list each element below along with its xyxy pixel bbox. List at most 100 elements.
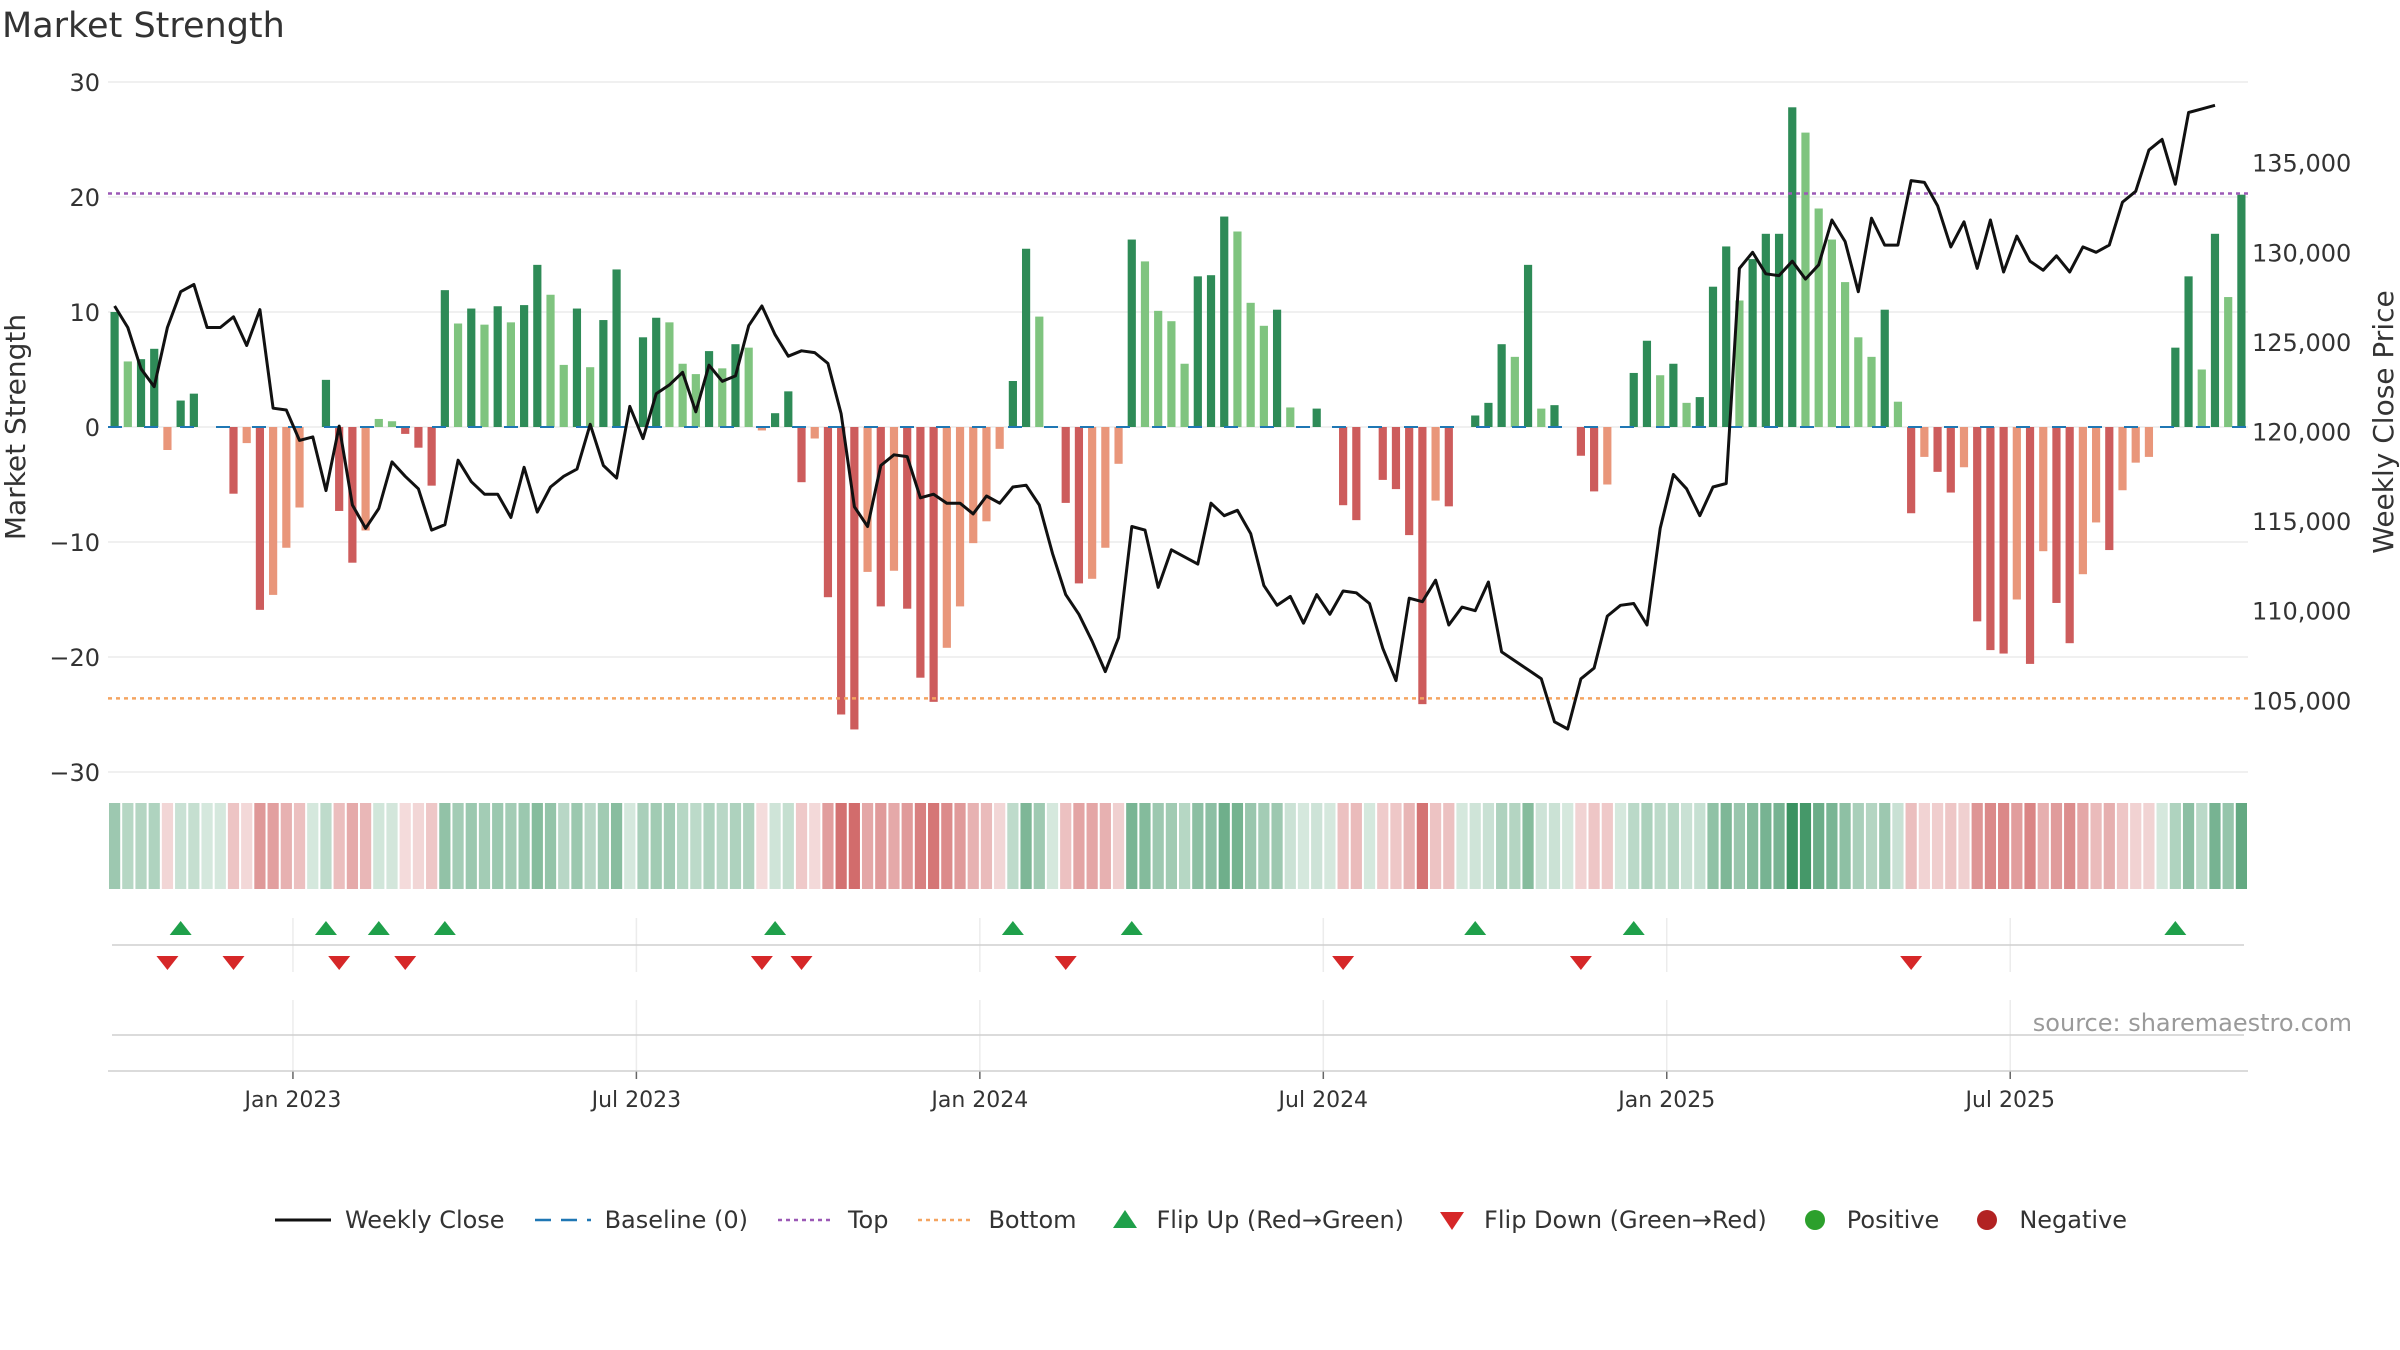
band-cell — [2209, 803, 2221, 889]
strength-bar — [321, 379, 331, 427]
strength-bar — [414, 427, 423, 448]
band-cell — [743, 803, 755, 889]
band-cell — [1733, 803, 1746, 889]
band-cell — [822, 803, 834, 889]
weekly-close-line — [113, 103, 2216, 731]
strength-bar — [480, 324, 489, 427]
legend-flip-up-label: Flip Up (Red→Green) — [1156, 1206, 1405, 1234]
band-cell — [2037, 803, 2049, 889]
band-cell — [1839, 803, 1851, 889]
band-cell — [1707, 803, 1719, 889]
band-cell — [188, 803, 200, 889]
y-right-tick-label: 135,000 — [2252, 150, 2351, 178]
strength-bar — [1418, 427, 1427, 705]
band-cell — [967, 803, 979, 889]
strength-bar — [1021, 248, 1031, 427]
band-cell — [1945, 803, 1957, 889]
flip-down-marker — [1900, 956, 1923, 970]
band-cell — [716, 803, 728, 889]
strength-bar — [678, 363, 687, 427]
band-cell — [544, 803, 557, 889]
band-cell — [677, 803, 689, 889]
strength-bar — [2065, 427, 2074, 644]
strength-bar — [1206, 275, 1216, 427]
band-cell — [2182, 803, 2195, 889]
band-cell — [1060, 803, 1072, 889]
band-cell — [1548, 803, 1561, 889]
band-cell — [1192, 803, 1204, 889]
band-cell — [1482, 803, 1495, 889]
strength-bar — [599, 320, 608, 427]
strength-bar — [1484, 402, 1493, 427]
band-cell — [1760, 803, 1772, 889]
band-cell — [1852, 803, 1864, 889]
strength-bar — [2171, 347, 2180, 427]
strength-bar — [1233, 231, 1242, 427]
strength-bar — [1986, 427, 1995, 651]
strength-bar — [889, 427, 899, 571]
band-cell — [439, 803, 451, 889]
strength-bar — [704, 351, 714, 427]
band-cell — [346, 803, 358, 889]
flip-down-marker — [394, 956, 417, 970]
band-cell — [558, 803, 570, 889]
strength-bar — [1920, 427, 1929, 457]
band-cell — [1337, 803, 1349, 889]
band-cell — [1799, 803, 1812, 889]
strength-bar — [348, 427, 357, 563]
strength-bars — [110, 107, 2246, 730]
strength-bar — [1471, 415, 1480, 427]
strength-bar — [876, 427, 885, 607]
strength-bar — [255, 427, 265, 610]
strength-bar — [572, 308, 582, 427]
band-cell — [2064, 803, 2076, 889]
strength-bar — [2184, 276, 2193, 427]
strength-bar — [1193, 276, 1202, 427]
band-cell — [1535, 803, 1547, 889]
strength-bar — [2210, 233, 2220, 427]
band-cell — [1879, 803, 1891, 889]
strength-bar — [2224, 297, 2233, 427]
flip-markers — [156, 921, 2187, 970]
strength-bar — [1378, 427, 1387, 480]
band-cell — [320, 803, 332, 889]
band-cell — [2235, 803, 2247, 889]
band-cell — [109, 803, 121, 889]
band-cell — [1522, 803, 1534, 889]
band-cell — [1641, 803, 1653, 889]
band-cell — [412, 803, 425, 889]
strength-bar — [955, 427, 965, 607]
y-right-tick-label: 130,000 — [2252, 239, 2351, 267]
legend-negative-label: Negative — [2019, 1206, 2128, 1234]
band-cell — [1073, 803, 1085, 889]
band-cell — [610, 803, 623, 889]
strength-bar — [1088, 427, 1097, 579]
flip-up-marker — [314, 921, 337, 935]
y-right-axis-label: Weekly Close Price — [2367, 290, 2400, 553]
strength-bar — [387, 421, 397, 427]
strength-bar — [1642, 340, 1652, 427]
legend-baseline: Baseline (0) — [533, 1206, 748, 1234]
band-cell — [122, 803, 134, 889]
strength-bar — [1761, 233, 1770, 427]
band-cell — [1152, 803, 1164, 889]
strength-bar — [1220, 216, 1229, 427]
band-cell — [175, 803, 187, 889]
band-cell — [1205, 803, 1217, 889]
band-cell — [426, 803, 438, 889]
band-cell — [2156, 803, 2168, 889]
band-cell — [373, 803, 385, 889]
strength-bar — [1114, 427, 1123, 464]
band-cell — [1231, 803, 1244, 889]
flip-up-marker — [1120, 921, 1143, 935]
strength-bar — [1590, 427, 1599, 492]
band-cell — [333, 803, 345, 889]
strength-bar — [1603, 427, 1612, 485]
strength-bar — [2078, 427, 2087, 575]
strength-bar — [1246, 302, 1255, 427]
band-cell — [399, 803, 411, 889]
band-cell — [1905, 803, 1917, 889]
legend-weekly-close-label: Weekly Close — [344, 1206, 505, 1234]
strength-bar — [638, 337, 648, 427]
strength-bar — [942, 427, 951, 648]
